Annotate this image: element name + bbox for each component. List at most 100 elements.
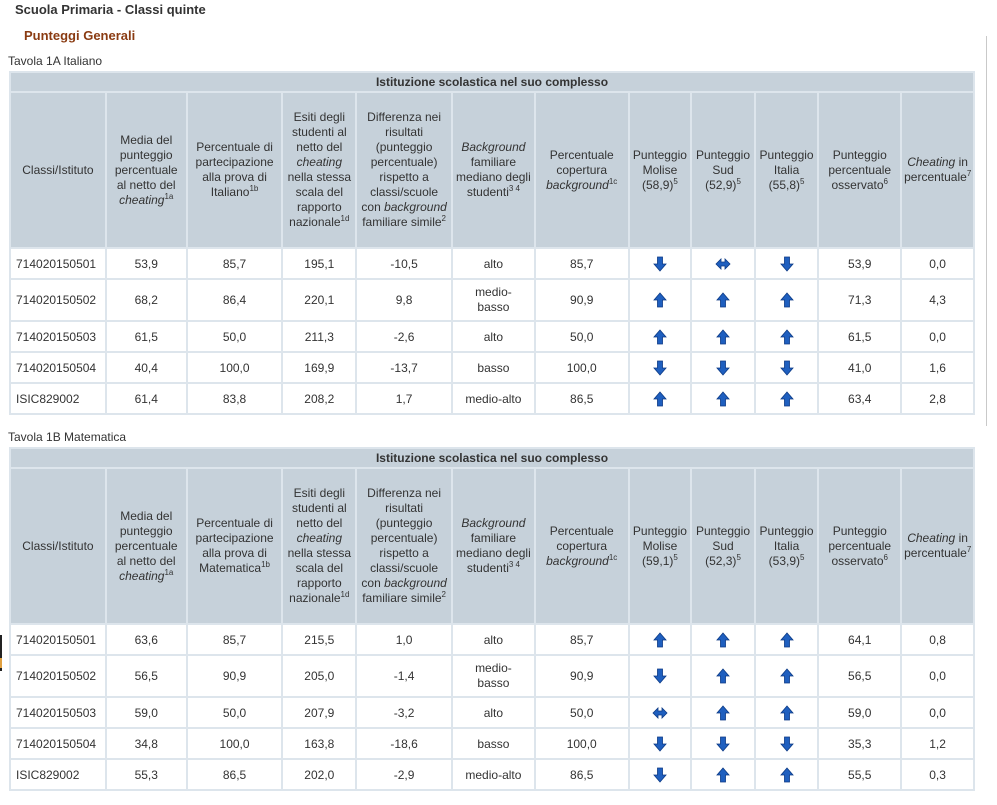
table-row: ISIC829002 61,4 83,8 208,2 1,7 medio-alto 86,5… xyxy=(11,384,973,413)
cell-esiti: 220,1 xyxy=(283,280,356,320)
column-header: Punteggio Sud (52,3)5 xyxy=(692,469,754,623)
cell-differenza: -1,4 xyxy=(357,656,452,696)
arrow-up-icon xyxy=(652,292,668,308)
cell-classe: 714020150503 xyxy=(11,322,105,351)
cell-differenza: 1,7 xyxy=(357,384,452,413)
arrow-up-icon xyxy=(652,328,668,345)
cell-sud xyxy=(692,625,754,654)
cell-osservato: 63,4 xyxy=(819,384,901,413)
arrow-up-icon xyxy=(779,631,795,648)
cell-osservato: 53,9 xyxy=(819,249,901,278)
cell-italia xyxy=(755,625,818,654)
column-header: Background familiare mediano degli stude… xyxy=(453,469,534,623)
arrow-down-icon xyxy=(652,736,668,752)
cell-esiti: 207,9 xyxy=(283,698,356,727)
cell-media: 34,8 xyxy=(106,729,186,758)
table-row: 714020150502 56,5 90,9 205,0 -1,4 medio-basso… xyxy=(11,656,973,696)
column-header: Differenza nei risultati (punteggio perc… xyxy=(357,469,452,623)
footnote-ref: 1a xyxy=(164,191,174,201)
cell-italia xyxy=(755,760,818,789)
arrow-up-icon xyxy=(779,668,795,684)
table-banner-row: Istituzione scolastica nel suo complesso xyxy=(11,73,973,91)
cell-osservato: 41,0 xyxy=(819,353,901,382)
header-italic: cheating xyxy=(119,192,165,207)
column-header: Punteggio Molise (58,9)5 xyxy=(629,93,691,247)
header-text: Punteggio Molise (59,1) xyxy=(632,523,687,568)
arrow-up-icon xyxy=(779,766,795,783)
cell-sud xyxy=(692,656,754,696)
cell-cheating: 0,3 xyxy=(902,760,973,789)
cell-italia xyxy=(755,729,818,758)
arrow-down-icon xyxy=(652,767,668,783)
header-text: Media del punteggio percentuale al netto… xyxy=(114,132,178,192)
header-text: Punteggio Italia (55,8) xyxy=(759,147,814,192)
cell-differenza: 1,0 xyxy=(357,625,452,654)
arrow-left-right-icon xyxy=(652,705,668,721)
cell-sud xyxy=(692,729,754,758)
cell-esiti: 208,2 xyxy=(283,384,356,413)
cell-molise xyxy=(629,353,691,382)
arrow-up-icon xyxy=(715,668,731,684)
arrow-left-right-icon xyxy=(715,256,731,272)
arrow-up-icon xyxy=(779,390,795,407)
cell-background: alto xyxy=(453,322,534,351)
cell-classe: 714020150502 xyxy=(11,280,105,320)
cell-background: medio-basso xyxy=(453,656,534,696)
column-header: Background familiare mediano degli stude… xyxy=(453,93,534,247)
header-text: Punteggio Sud (52,3) xyxy=(695,523,751,568)
header-italic: cheating xyxy=(119,568,165,583)
header-text: familiare simile xyxy=(362,591,442,605)
header-text: Differenza nei risultati (punteggio perc… xyxy=(361,110,441,214)
cell-cheating: 1,6 xyxy=(902,353,973,382)
arrow-up-icon xyxy=(715,704,731,721)
table-row: 714020150502 68,2 86,4 220,1 9,8 medio-basso 9… xyxy=(11,280,973,320)
footnote-ref: 7 xyxy=(966,169,972,178)
header-italic: Cheating xyxy=(907,531,956,545)
footnote-ref: 1b xyxy=(249,184,259,193)
cell-classe: 714020150504 xyxy=(11,729,105,758)
cell-cheating: 4,3 xyxy=(902,280,973,320)
header-text: Percentuale di partecipazione alla prova… xyxy=(195,140,274,199)
cell-italia xyxy=(755,322,818,351)
column-header: Differenza nei risultati (punteggio perc… xyxy=(357,93,452,247)
footnote-ref: 1b xyxy=(261,560,271,569)
cell-cheating: 0,0 xyxy=(902,656,973,696)
cell-osservato: 56,5 xyxy=(819,656,901,696)
column-header: Cheating in percentuale7 xyxy=(902,93,973,247)
cell-classe: ISIC829002 xyxy=(11,384,105,413)
page-title: Scuola Primaria - Classi quinte xyxy=(15,2,206,17)
column-header: Classi/Istituto xyxy=(11,469,105,623)
arrow-up-icon xyxy=(715,292,731,308)
header-text: Media del punteggio percentuale al netto… xyxy=(114,508,178,568)
cell-copertura: 100,0 xyxy=(535,353,628,382)
header-text: Punteggio Sud (52,9) xyxy=(695,147,751,192)
header-text: Percentuale copertura xyxy=(549,147,614,177)
cell-osservato: 64,1 xyxy=(819,625,901,654)
footnote-ref: 6 xyxy=(883,176,888,186)
footnote-ref: 5 xyxy=(800,176,805,186)
cell-background: alto xyxy=(453,698,534,727)
cell-copertura: 85,7 xyxy=(535,249,628,278)
cell-background: alto xyxy=(453,249,534,278)
cell-sud xyxy=(692,698,754,727)
footnote-ref: 5 xyxy=(673,552,678,562)
header-text: nella stessa scala del rapporto nazional… xyxy=(287,170,351,229)
footnote-ref: 1c xyxy=(608,552,618,562)
cell-media: 61,5 xyxy=(106,322,186,351)
cell-copertura: 50,0 xyxy=(535,322,628,351)
cell-sud xyxy=(692,249,754,278)
column-header: Punteggio Italia (53,9)5 xyxy=(755,469,818,623)
cell-background: basso xyxy=(453,729,534,758)
header-italic: cheating xyxy=(296,155,342,169)
column-header: Punteggio Sud (52,9)5 xyxy=(692,93,754,247)
cell-molise xyxy=(629,656,691,696)
arrow-up-icon xyxy=(715,631,731,648)
cell-molise xyxy=(629,280,691,320)
cell-partecipazione: 86,5 xyxy=(187,760,282,789)
column-header: Percentuale copertura background1c xyxy=(535,469,628,623)
cell-differenza: 9,8 xyxy=(357,280,452,320)
footnote-ref: 5 xyxy=(736,552,741,562)
cell-media: 40,4 xyxy=(106,353,186,382)
cell-molise xyxy=(629,729,691,758)
cell-classe: 714020150501 xyxy=(11,249,105,278)
